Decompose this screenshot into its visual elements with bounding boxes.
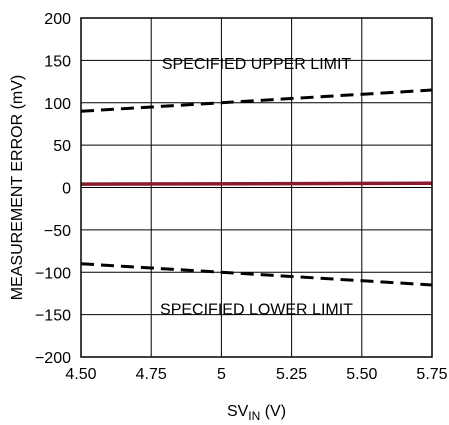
grid [81,18,432,357]
y-tick-label: −150 [35,308,71,325]
y-tick-label: 150 [44,53,71,70]
x-tick-label: 5.25 [276,366,307,383]
x-tick-label: 5.75 [416,366,447,383]
y-tick-label: −200 [35,350,71,367]
x-tick-label: 5.50 [346,366,377,383]
x-axis-label-subscript: IN [248,409,260,423]
lower-limit-annotation: SPECIFIED LOWER LIMIT [160,302,353,319]
y-tick-label: −50 [44,223,71,240]
x-axis-label-main: SV [227,403,249,420]
series-layer [80,88,433,287]
x-axis-label: SVIN (V) [227,403,286,423]
lower-series-line [80,262,433,287]
y-axis-label: MEASUREMENT ERROR (mV) [9,75,26,301]
y-tick-label: 200 [44,11,71,28]
y-tick-label: 100 [44,96,71,113]
y-tick-label: 50 [53,138,71,155]
plot-frame [80,17,433,358]
x-tick-label: 4.75 [136,366,167,383]
y-tick-labels: −200 −150 −100 −50 0 50 100 150 200 [35,11,71,367]
x-tick-label: 5 [217,366,226,383]
y-tick-label: −100 [35,265,71,282]
y-tick-label: 0 [62,181,71,198]
annotations: SPECIFIED UPPER LIMIT SPECIFIED LOWER LIM… [160,56,353,319]
measured-series-line [80,181,433,186]
x-axis-label-unit: (V) [260,403,286,420]
upper-limit-annotation: SPECIFIED UPPER LIMIT [162,56,352,73]
x-tick-label: 4.50 [65,366,96,383]
upper-series-line [80,88,433,113]
x-tick-labels: 4.50 4.75 5 5.25 5.50 5.75 [65,366,447,383]
